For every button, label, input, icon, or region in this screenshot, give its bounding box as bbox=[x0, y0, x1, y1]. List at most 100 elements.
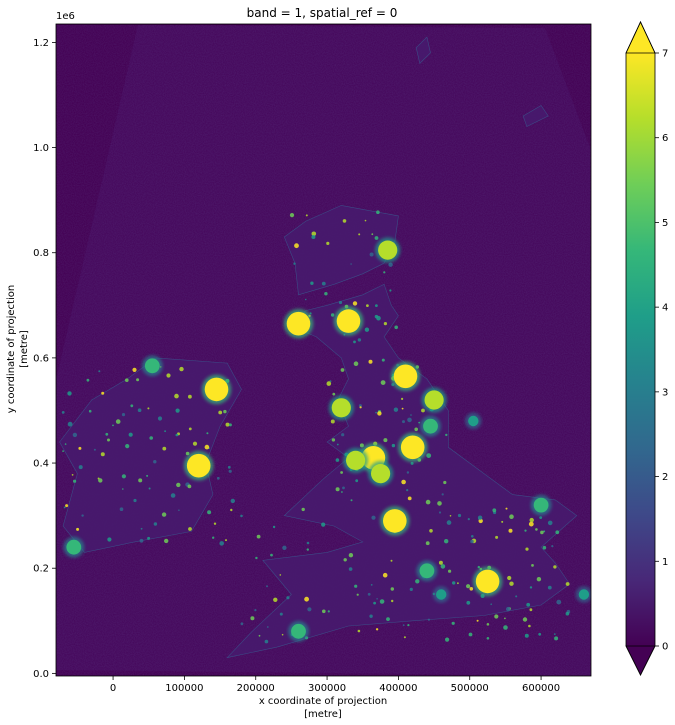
light-speck bbox=[503, 625, 508, 630]
light-speck bbox=[376, 598, 378, 600]
light-speck bbox=[437, 501, 442, 506]
light-speck bbox=[414, 427, 419, 432]
light-speck bbox=[78, 465, 83, 470]
light-speck bbox=[390, 587, 394, 591]
light-speck bbox=[67, 391, 72, 396]
light-speck bbox=[342, 219, 347, 223]
light-speck bbox=[486, 623, 490, 626]
light-speck bbox=[476, 619, 479, 622]
light-speck bbox=[343, 558, 347, 562]
light-speck bbox=[370, 584, 373, 586]
light-speck bbox=[445, 433, 448, 437]
light-speck bbox=[427, 618, 430, 621]
y-axis-label: y coordinate of projection bbox=[6, 285, 17, 413]
light-speck bbox=[304, 596, 309, 602]
light-speck bbox=[492, 508, 497, 513]
light-speck bbox=[270, 553, 273, 557]
light-speck bbox=[389, 289, 392, 292]
colorbar-tick-label: 0 bbox=[662, 642, 668, 653]
light-speck bbox=[373, 601, 376, 605]
light-speck bbox=[130, 404, 134, 408]
light-speck bbox=[441, 493, 444, 496]
colorbar: 0 1 2 3 4 5 6 7 bbox=[625, 21, 668, 676]
light-speck bbox=[565, 582, 570, 586]
light-speck bbox=[553, 565, 557, 569]
light-speck bbox=[228, 423, 232, 427]
light-speck bbox=[443, 480, 447, 485]
light-speck bbox=[355, 479, 359, 483]
hotspot bbox=[66, 539, 82, 555]
y-tick-label: 0.8 bbox=[33, 248, 49, 259]
colorbar-tick-label: 1 bbox=[662, 557, 668, 568]
light-speck bbox=[98, 370, 101, 373]
light-speck bbox=[371, 233, 374, 236]
light-speck bbox=[310, 281, 314, 285]
light-speck bbox=[528, 624, 531, 628]
light-speck bbox=[240, 622, 244, 626]
light-speck bbox=[206, 432, 209, 435]
light-speck bbox=[565, 611, 570, 616]
light-speck bbox=[348, 553, 354, 558]
light-speck bbox=[374, 236, 379, 240]
light-speck bbox=[175, 408, 180, 413]
light-speck bbox=[477, 515, 483, 520]
light-speck bbox=[529, 517, 534, 523]
landmass-0 bbox=[226, 283, 578, 659]
light-speck bbox=[341, 433, 345, 437]
light-speck bbox=[555, 530, 560, 535]
light-speck bbox=[61, 411, 65, 414]
y-tick-label: 0.4 bbox=[33, 459, 49, 470]
light-speck bbox=[538, 632, 542, 636]
light-speck bbox=[410, 414, 412, 416]
light-speck bbox=[359, 443, 364, 448]
light-speck bbox=[306, 541, 310, 545]
light-speck bbox=[332, 392, 336, 396]
colorbar-extend-max bbox=[625, 21, 656, 54]
light-speck bbox=[121, 413, 126, 417]
light-speck bbox=[327, 610, 330, 613]
y-tick-label: 0.2 bbox=[33, 564, 49, 575]
light-speck bbox=[515, 595, 518, 598]
light-speck bbox=[490, 603, 493, 605]
light-speck bbox=[63, 506, 66, 509]
light-speck bbox=[266, 626, 269, 628]
light-speck bbox=[331, 438, 336, 442]
y-axis: 0.0 0.2 0.4 0.6 0.8 1.0 1.2 bbox=[33, 38, 56, 680]
light-speck bbox=[223, 409, 227, 414]
light-speck bbox=[383, 322, 387, 326]
light-speck bbox=[407, 624, 410, 627]
light-speck bbox=[357, 629, 361, 633]
light-speck bbox=[438, 511, 442, 514]
light-speck bbox=[301, 507, 305, 512]
light-speck bbox=[122, 488, 124, 490]
light-speck bbox=[457, 582, 459, 585]
light-speck bbox=[393, 407, 399, 412]
light-speck bbox=[101, 391, 105, 395]
light-speck bbox=[115, 419, 121, 424]
light-speck bbox=[375, 411, 377, 414]
light-speck bbox=[218, 410, 223, 415]
light-speck bbox=[407, 417, 412, 423]
y-tick-label: 1.2 bbox=[33, 38, 49, 49]
light-speck bbox=[322, 609, 326, 614]
light-speck bbox=[157, 416, 163, 421]
hotspot bbox=[291, 623, 306, 639]
light-speck bbox=[264, 639, 269, 644]
y-offset-text: 1e6 bbox=[56, 11, 75, 22]
hotspot bbox=[578, 589, 590, 600]
light-speck bbox=[146, 474, 149, 477]
light-speck bbox=[305, 214, 308, 217]
light-speck bbox=[250, 616, 255, 621]
light-speck bbox=[556, 599, 562, 605]
light-speck bbox=[539, 516, 543, 519]
light-speck bbox=[444, 539, 449, 544]
light-speck bbox=[403, 636, 406, 639]
light-speck bbox=[383, 438, 388, 443]
light-speck bbox=[352, 301, 358, 306]
light-speck bbox=[161, 512, 167, 517]
light-speck bbox=[256, 534, 261, 539]
plot-area bbox=[56, 24, 591, 676]
light-speck bbox=[72, 432, 78, 438]
landmass-1 bbox=[283, 205, 399, 296]
